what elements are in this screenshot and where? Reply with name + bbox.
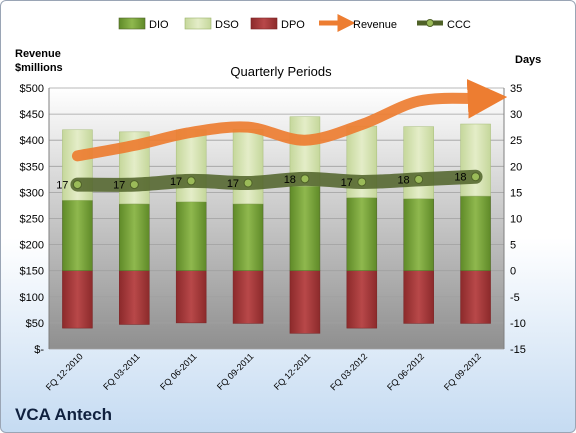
dio-bar xyxy=(62,199,93,271)
dio-bar xyxy=(175,201,207,271)
y-right-tick-label: 30 xyxy=(510,109,522,121)
x-tick-label: FQ 03-2011 xyxy=(101,351,142,392)
x-tick-label: FQ 12-2010 xyxy=(44,351,85,392)
y-left-tick-label: $- xyxy=(34,344,44,356)
y-right-tick-label: 35 xyxy=(510,83,522,95)
y-left-tick-label: $200 xyxy=(20,240,44,252)
x-tick-label: FQ 09-2011 xyxy=(215,351,256,392)
dio-bar xyxy=(403,198,434,271)
y-left-title-line1: Revenue xyxy=(15,48,61,60)
ccc-point xyxy=(72,180,82,190)
x-tick-label: FQ 06-2012 xyxy=(385,351,426,392)
dio-bar xyxy=(232,203,264,271)
y-right-tick-label: 15 xyxy=(510,187,522,199)
ccc-data-label: 17 xyxy=(227,178,239,190)
revenue-line xyxy=(71,79,508,162)
y-left-tick-label: $150 xyxy=(20,266,44,278)
y-right-tick-label: -15 xyxy=(510,344,526,356)
ccc-point xyxy=(186,176,196,186)
legend-dpo-label: DPO xyxy=(281,19,305,31)
dso-bar xyxy=(232,128,264,205)
dso-bar xyxy=(403,126,434,199)
y-left-tick-label: $350 xyxy=(20,161,44,173)
y-right-title: Days xyxy=(515,54,541,66)
dio-bar xyxy=(119,203,150,271)
y-right-tick-label: 10 xyxy=(510,214,522,226)
dso-bar xyxy=(460,123,491,197)
ccc-point xyxy=(471,172,481,182)
dso-bar xyxy=(175,129,207,203)
legend-dio-swatch xyxy=(118,17,146,30)
ccc-data-label: 18 xyxy=(454,172,466,184)
x-tick-label: FQ 03-2012 xyxy=(328,351,369,392)
legend-ccc-label: CCC xyxy=(447,19,471,31)
ccc-data-label: 17 xyxy=(341,177,353,189)
y-left-tick-label: $250 xyxy=(20,214,44,226)
dio-bar xyxy=(460,195,491,271)
dpo-bar xyxy=(346,270,378,329)
legend-dio-label: DIO xyxy=(149,19,169,31)
y-left-tick-label: $100 xyxy=(20,292,44,304)
ccc-point xyxy=(243,178,253,188)
ccc-line xyxy=(70,169,483,192)
y-left-title-line2: $millions xyxy=(15,62,63,74)
y-left-tick-label: $500 xyxy=(20,83,44,95)
legend-dpo-swatch xyxy=(250,17,278,30)
company-name: VCA Antech xyxy=(15,405,112,424)
y-left-tick-label: $50 xyxy=(26,318,44,330)
dpo-bar xyxy=(289,270,321,334)
y-right-tick-label: 25 xyxy=(510,135,522,147)
x-tick-label: FQ 12-2011 xyxy=(272,351,313,392)
y-right-tick-label: 5 xyxy=(510,240,516,252)
dpo-bar xyxy=(62,270,93,329)
dpo-bar xyxy=(175,270,207,324)
y-right-tick-label: 0 xyxy=(510,266,516,278)
ccc-data-label: 17 xyxy=(113,180,125,192)
ccc-data-label: 17 xyxy=(56,180,68,192)
ccc-data-label: 17 xyxy=(170,176,182,188)
dpo-bar xyxy=(119,270,150,325)
y-right-tick-label: 20 xyxy=(510,161,522,173)
y-left-tick-label: $300 xyxy=(20,187,44,199)
dpo-bar xyxy=(460,270,491,324)
ccc-point xyxy=(414,174,424,184)
dpo-bar xyxy=(403,270,434,324)
ccc-point xyxy=(300,174,310,184)
y-left-tick-label: $400 xyxy=(20,135,44,147)
legend-revenue-label: Revenue xyxy=(353,19,397,31)
x-tick-label: FQ 09-2012 xyxy=(442,351,483,392)
ccc-point xyxy=(357,177,367,187)
y-left-tick-label: $450 xyxy=(20,109,44,121)
legend-dso-label: DSO xyxy=(215,19,239,31)
chart-title: Quarterly Periods xyxy=(230,64,332,79)
ccc-point xyxy=(129,180,139,190)
dio-bar xyxy=(346,197,378,271)
y-right-tick-label: -5 xyxy=(510,292,520,304)
legend: DIO DSO DPO Revenue CCC xyxy=(118,14,471,32)
y-right-tick-label: -10 xyxy=(510,318,526,330)
dpo-bar xyxy=(232,270,264,324)
ccc-data-label: 18 xyxy=(284,174,296,186)
ccc-data-label: 18 xyxy=(397,174,409,186)
dio-bar xyxy=(289,185,321,271)
legend-dso-swatch xyxy=(184,17,212,30)
legend-ccc-marker xyxy=(426,19,434,27)
x-tick-label: FQ 06-2011 xyxy=(158,351,199,392)
